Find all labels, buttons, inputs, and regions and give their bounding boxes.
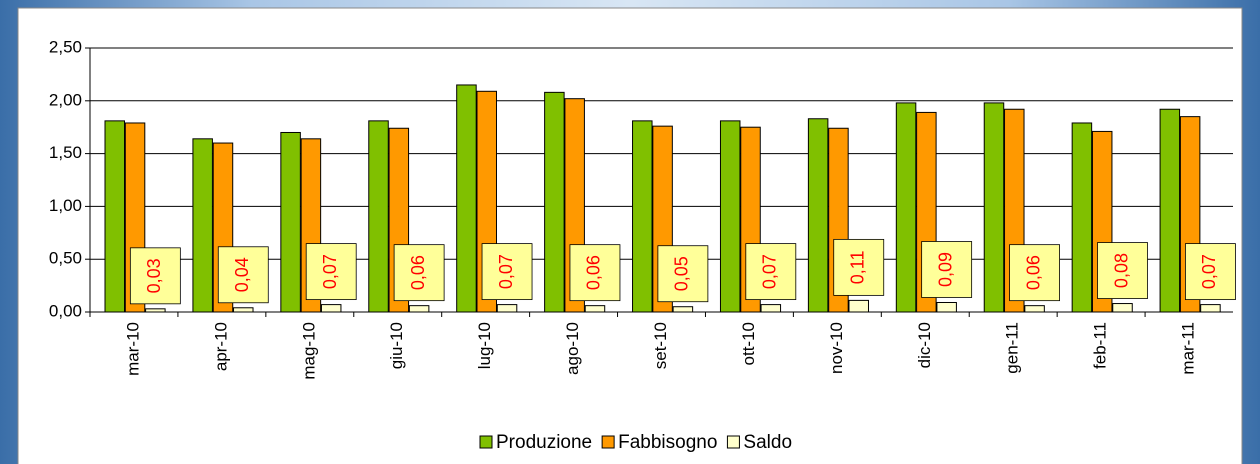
data-label: 0,05: [672, 256, 692, 291]
data-label: 0,09: [935, 252, 955, 287]
x-tick-label: giu-10: [387, 322, 406, 369]
legend-label: Fabbisogno: [618, 432, 717, 453]
y-tick-label: 0,00: [49, 301, 82, 320]
bar: [496, 304, 518, 313]
data-label-box: [833, 238, 885, 296]
x-tick-label: nov-10: [827, 322, 846, 374]
bar: [104, 120, 125, 313]
bar: [192, 138, 213, 313]
bar: [983, 102, 1005, 313]
data-label: 0,07: [496, 254, 516, 289]
x-tick-label: ott-10: [739, 322, 758, 365]
x-tick-label: mar-10: [123, 322, 142, 376]
bar: [280, 131, 301, 313]
data-label-box: [569, 244, 621, 302]
data-label-box: [217, 246, 269, 304]
x-tick-label: set-10: [651, 322, 670, 369]
data-label: 0,06: [408, 255, 428, 290]
legend-label: Saldo: [743, 432, 792, 453]
bar: [807, 118, 829, 313]
data-label: 0,11: [847, 251, 867, 285]
data-label: 0,03: [144, 258, 164, 293]
legend-swatch: [601, 435, 615, 449]
bar: [408, 305, 430, 313]
bar: [1024, 305, 1045, 313]
y-tick-label: 1,00: [49, 196, 82, 215]
bar: [1200, 304, 1221, 313]
y-tick-label: 2,00: [49, 90, 82, 109]
data-label-box: [1097, 242, 1148, 299]
bar: [895, 102, 917, 313]
data-label-box: [393, 244, 445, 302]
bar: [760, 304, 782, 313]
x-tick-label: mar-11: [1179, 322, 1198, 375]
bar: [233, 307, 254, 313]
legend-label: Produzione: [496, 432, 592, 453]
bar: [632, 120, 653, 313]
data-label: 0,08: [1111, 253, 1131, 288]
x-tick-label: ago-10: [563, 322, 582, 375]
x-tick-label: lug-10: [475, 322, 494, 369]
data-label: 0,06: [1023, 255, 1043, 290]
data-label: 0,04: [232, 257, 252, 292]
x-tick-label: feb-11: [1091, 322, 1110, 369]
bar: [672, 306, 694, 313]
data-label: 0,06: [584, 255, 604, 290]
y-tick-label: 2,50: [49, 37, 82, 56]
data-label-box: [1009, 244, 1060, 302]
legend-swatch: [726, 435, 740, 449]
data-label-box: [1185, 243, 1236, 301]
y-tick-label: 1,50: [49, 143, 82, 162]
bar: [848, 299, 869, 313]
data-label-box: [129, 247, 181, 305]
bar: [1159, 108, 1181, 313]
data-label-box: [921, 241, 973, 298]
data-label: 0,07: [1199, 254, 1219, 289]
x-tick-label: mag-10: [299, 322, 318, 380]
bar: [544, 91, 565, 313]
data-label-box: [745, 243, 797, 301]
legend-swatch: [479, 435, 493, 449]
x-tick-label: gen-11: [1003, 322, 1022, 374]
x-tick-label: dic-10: [915, 322, 934, 368]
y-tick-label: 0,50: [49, 249, 82, 268]
data-label: 0,07: [320, 254, 340, 289]
bar: [1112, 303, 1133, 313]
bar: [584, 305, 606, 313]
bar: [320, 304, 342, 313]
bar: [1071, 122, 1093, 313]
data-label-box: [657, 245, 709, 303]
data-label-box: [481, 243, 533, 301]
bar: [936, 301, 957, 313]
bar: [719, 120, 741, 313]
data-label-box: [305, 243, 357, 301]
data-label: 0,07: [760, 254, 780, 289]
bar: [456, 84, 477, 313]
bar: [368, 120, 389, 313]
x-tick-label: apr-10: [211, 322, 230, 371]
